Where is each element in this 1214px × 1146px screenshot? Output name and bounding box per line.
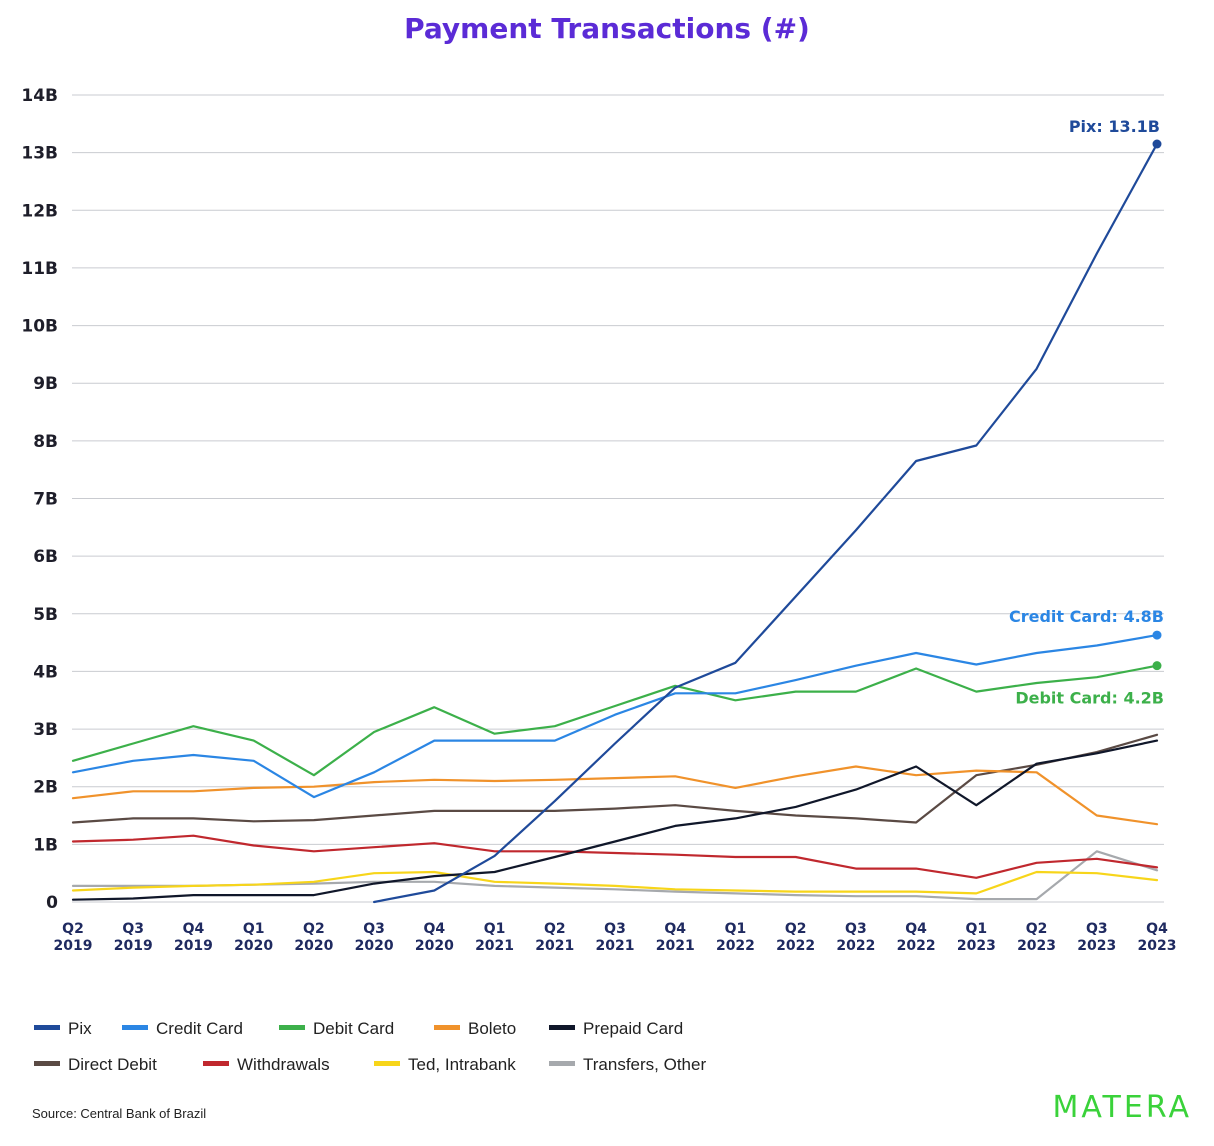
x-tick-label: Q1 2022 <box>716 921 755 954</box>
legend-label: Boleto <box>468 1019 516 1038</box>
y-tick-label: 1B <box>33 835 58 855</box>
x-tick-label: Q3 2019 <box>114 921 153 954</box>
x-tick-label: Q2 2020 <box>294 921 333 954</box>
legend-label: Transfers, Other <box>583 1055 706 1074</box>
x-tick-label: Q4 2021 <box>656 921 695 954</box>
y-tick-label: 8B <box>33 432 58 452</box>
series-line-debit-card <box>71 664 1159 777</box>
end-label: Debit Card: 4.2B <box>1015 689 1164 708</box>
x-tick-label: Q2 2023 <box>1017 921 1056 954</box>
y-tick-label: 13B <box>21 144 58 164</box>
legend: Pix Credit Card Debit Card Boleto Prepaid Ca… <box>34 1019 706 1074</box>
x-tick-label: Q2 2019 <box>54 921 93 954</box>
x-tick-label: Q3 2020 <box>355 921 394 954</box>
x-tick-label: Q3 2023 <box>1077 921 1116 954</box>
x-tick-label: Q1 2021 <box>475 921 514 954</box>
end-label: Credit Card: 4.8B <box>1009 607 1164 626</box>
legend-swatch <box>279 1025 305 1030</box>
series-line-transfers-other <box>71 850 1159 901</box>
x-tick-label: Q3 2021 <box>596 921 635 954</box>
chart-title: Payment Transactions (#) <box>404 12 810 45</box>
source-note: Source: Central Bank of Brazil <box>32 1106 206 1121</box>
series-line-withdrawals <box>71 834 1159 879</box>
legend-swatch <box>374 1061 400 1066</box>
y-tick-label: 2B <box>33 778 58 798</box>
series-line-boleto <box>71 765 1159 826</box>
y-tick-label: 14B <box>21 86 58 106</box>
legend-swatch <box>34 1025 60 1030</box>
y-axis-ticks: 0 1B 2B 3B 4B 5B 6B 7B 8B 9B 10B 11B 12B 13B 14B <box>21 86 58 913</box>
series-line-direct-debit <box>71 733 1159 824</box>
x-tick-label: Q2 2022 <box>776 921 815 954</box>
x-tick-label: Q3 2022 <box>836 921 875 954</box>
x-axis-ticks: Q2 2019 Q3 2019 Q4 2019 Q1 2020 Q2 2020 Q3 2020 Q4 20… <box>54 921 1177 954</box>
series-line-pix <box>373 142 1159 904</box>
x-tick-label: Q4 2020 <box>415 921 454 954</box>
y-tick-label: 6B <box>33 547 58 567</box>
y-tick-label: 7B <box>33 490 58 510</box>
legend-label: Debit Card <box>313 1019 394 1038</box>
y-tick-label: 0 <box>46 893 58 913</box>
legend-swatch <box>122 1025 148 1030</box>
x-tick-label: Q4 2023 <box>1138 921 1177 954</box>
matera-logo: MATERA <box>1052 1090 1192 1125</box>
y-tick-label: 11B <box>21 259 58 279</box>
legend-label: Withdrawals <box>237 1055 330 1074</box>
legend-label: Credit Card <box>156 1019 243 1038</box>
legend-swatch <box>549 1025 575 1030</box>
x-tick-label: Q1 2020 <box>234 921 273 954</box>
y-tick-label: 9B <box>33 374 58 394</box>
series-line-prepaid-card <box>71 739 1159 901</box>
grid-lines <box>72 94 1164 903</box>
end-label: Pix: 13.1B <box>1069 117 1160 136</box>
end-labels: Pix: 13.1B Credit Card: 4.8B Debit Card: 4… <box>1009 117 1164 708</box>
series-line-ted-intrabank <box>71 870 1159 895</box>
legend-swatch <box>549 1061 575 1066</box>
series-lines <box>71 142 1159 904</box>
x-tick-label: Q4 2019 <box>174 921 213 954</box>
x-tick-label: Q4 2022 <box>897 921 936 954</box>
legend-label: Ted, Intrabank <box>408 1055 516 1074</box>
y-tick-label: 4B <box>33 662 58 682</box>
legend-swatch <box>34 1061 60 1066</box>
series-line-credit-card <box>71 634 1159 799</box>
legend-swatch <box>203 1061 229 1066</box>
end-marker <box>1152 661 1162 671</box>
end-marker <box>1152 630 1162 640</box>
legend-label: Direct Debit <box>68 1055 157 1074</box>
y-tick-label: 3B <box>33 720 58 740</box>
y-tick-label: 12B <box>21 201 58 221</box>
end-marker <box>1152 139 1162 149</box>
legend-label: Prepaid Card <box>583 1019 683 1038</box>
y-tick-label: 5B <box>33 605 58 625</box>
legend-swatch <box>434 1025 460 1030</box>
x-tick-label: Q2 2021 <box>535 921 574 954</box>
legend-label: Pix <box>68 1019 92 1038</box>
x-tick-label: Q1 2023 <box>957 921 996 954</box>
y-tick-label: 10B <box>21 317 58 337</box>
